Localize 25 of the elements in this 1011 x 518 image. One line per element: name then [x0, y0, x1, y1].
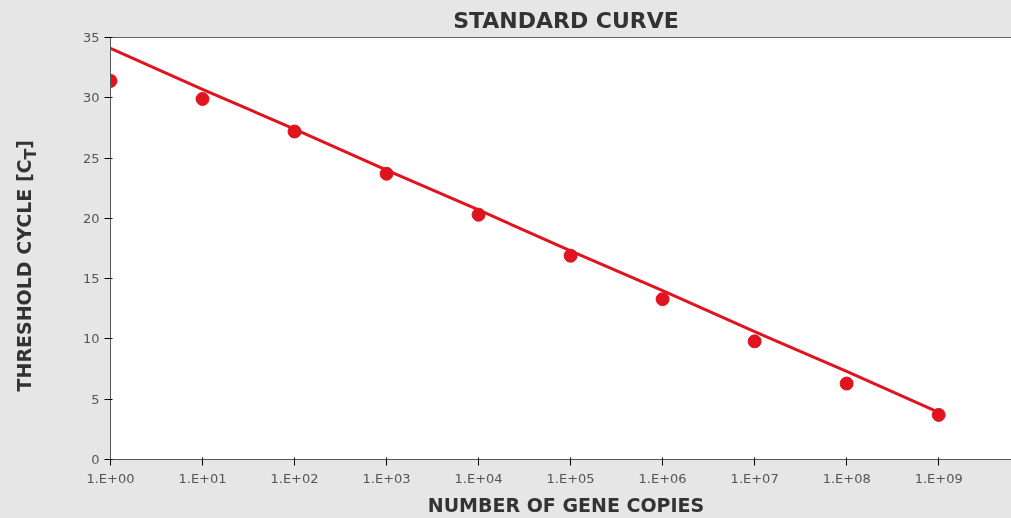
point	[747, 334, 762, 349]
x-tick-label: 1.E+09	[914, 470, 963, 486]
y-tick-label: 5	[91, 391, 100, 407]
chart-title: STANDARD CURVE	[453, 7, 679, 33]
x-tick-label: 1.E+00	[86, 470, 135, 486]
y-tick-label: 15	[82, 271, 100, 287]
x-tick-label: 1.E+04	[454, 470, 503, 486]
point	[839, 376, 854, 391]
x-tick-label: 1.E+07	[730, 470, 779, 486]
point	[655, 292, 670, 307]
y-tick-label: 30	[82, 90, 100, 106]
y-tick-label: 20	[82, 210, 100, 226]
point	[931, 407, 946, 422]
x-axis-title: NUMBER OF GENE COPIES	[427, 493, 705, 516]
x-tick-label: 1.E+08	[822, 470, 871, 486]
point	[195, 92, 210, 106]
x-tick-label: 1.E+05	[546, 470, 595, 486]
x-tick-label: 1.E+03	[362, 470, 411, 486]
y-tick-label: 35	[82, 30, 100, 45]
x-tick-label: 1.E+02	[270, 470, 319, 486]
x-tick-label: 1.E+01	[178, 470, 227, 486]
y-tick-label: 0	[91, 452, 100, 467]
x-tick-label: 1.E+06	[638, 470, 687, 486]
y-tick-label: 10	[82, 331, 100, 347]
y-tick-label: 25	[82, 150, 100, 166]
